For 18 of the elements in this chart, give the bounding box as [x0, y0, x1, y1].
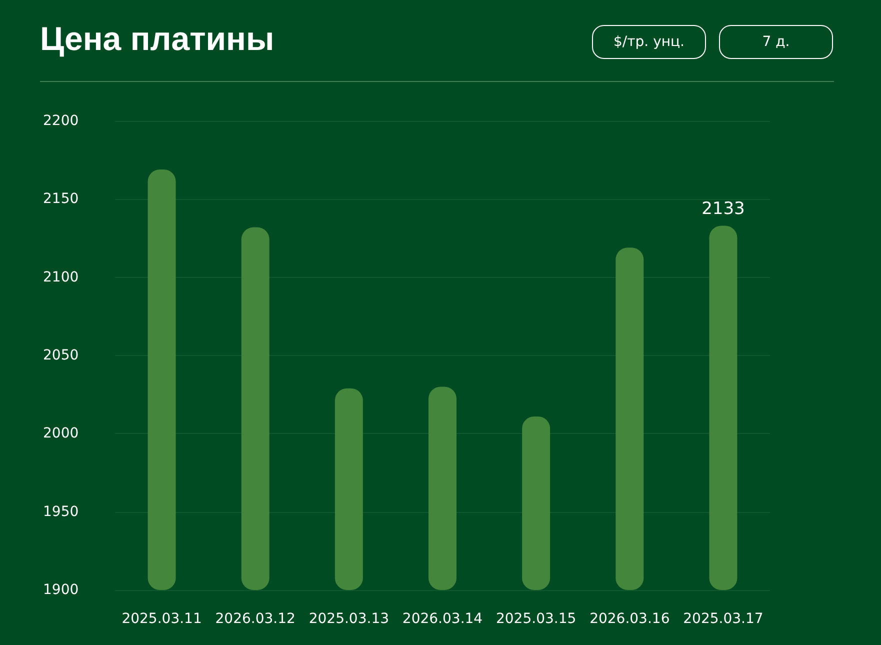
y-tick-label: 2200 [43, 113, 79, 129]
y-tick-label: 1950 [43, 504, 79, 520]
y-tick-label: 1900 [43, 582, 79, 598]
x-tick-label: 2026.03.14 [402, 611, 483, 627]
x-tick-label: 2025.03.17 [683, 611, 764, 627]
x-tick-label: 2025.03.11 [122, 611, 202, 627]
y-tick-label: 2100 [43, 269, 79, 286]
y-tick-label: 2050 [43, 348, 79, 364]
toggle-button: $/тр. унц. [592, 25, 706, 59]
x-tick-label: 2025.03.15 [496, 611, 576, 627]
y-tick-label: 2150 [43, 191, 79, 208]
toggle-button: 7 д. [719, 25, 833, 59]
x-tick-label: 2026.03.16 [590, 611, 670, 627]
x-tick-label: 2026.03.12 [215, 611, 296, 627]
y-tick-label: 2000 [43, 426, 79, 442]
x-tick-label: 2025.03.13 [308, 611, 390, 627]
data-label: 2133 [702, 199, 745, 220]
chart-title: Цена платины [40, 20, 274, 58]
